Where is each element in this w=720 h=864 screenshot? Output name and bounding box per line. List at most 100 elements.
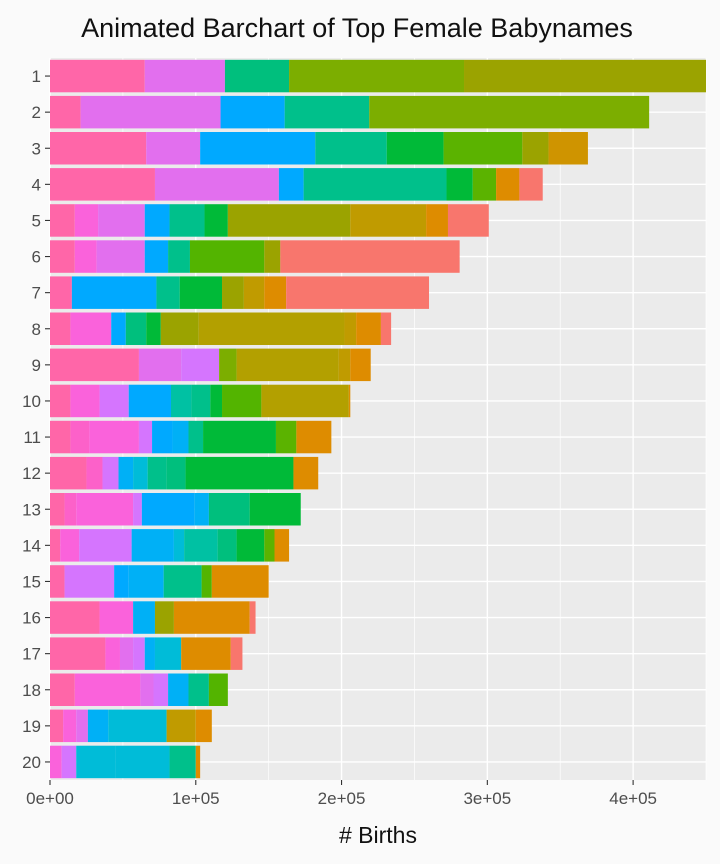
bar-segment — [264, 240, 281, 273]
bar-segment — [264, 529, 275, 562]
bar-segment — [204, 204, 228, 237]
y-tick-label: 4 — [32, 175, 41, 194]
bar-segment — [296, 420, 332, 454]
bar-segment — [146, 132, 201, 165]
y-tick-label: 20 — [22, 753, 41, 772]
bar-segment — [87, 709, 109, 743]
bar-segment — [350, 204, 427, 237]
bar-segment — [264, 276, 287, 309]
bar-rank-19 — [50, 709, 212, 743]
bar-segment — [98, 204, 145, 237]
bar-segment — [50, 312, 71, 345]
bar-segment — [141, 493, 195, 526]
bar-rank-9 — [50, 348, 371, 382]
bar-segment — [194, 493, 209, 526]
bar-rank-6 — [50, 240, 460, 273]
bar-segment — [144, 59, 225, 93]
x-axis-tick-labels: 0e+00 1e+05 2e+05 3e+05 4e+05 — [26, 780, 657, 808]
bar-segment — [128, 384, 171, 418]
bar-segment — [275, 420, 297, 454]
x-tick-label: 2e+05 — [318, 789, 366, 808]
bar-rank-18 — [50, 673, 228, 706]
bar-segment — [128, 565, 164, 598]
bar-segment — [79, 529, 132, 562]
bar-segment — [338, 348, 351, 382]
y-tick-label: 17 — [22, 645, 41, 664]
bar-segment — [181, 348, 220, 382]
bar-segment — [74, 204, 99, 237]
y-tick-label: 15 — [22, 572, 41, 591]
bar-segment — [64, 493, 77, 526]
bar-segment — [153, 673, 169, 706]
bar-rank-11 — [50, 420, 332, 454]
chart-title: Animated Barchart of Top Female Babyname… — [81, 13, 633, 43]
bar-segment — [386, 132, 444, 165]
bar-segment — [166, 456, 186, 490]
bar-segment — [168, 240, 190, 273]
bar-segment — [289, 59, 465, 93]
y-tick-label: 1 — [32, 67, 41, 86]
bar-rank-12 — [50, 456, 319, 490]
bar-segment — [195, 745, 201, 779]
bar-segment — [114, 565, 129, 598]
y-tick-label: 11 — [23, 428, 41, 447]
bar-segment — [156, 276, 180, 309]
bar-segment — [211, 565, 269, 598]
bar-segment — [184, 529, 218, 562]
x-tick-label: 0e+00 — [26, 789, 74, 808]
x-axis-label: # Births — [339, 822, 417, 848]
bar-segment — [63, 709, 77, 743]
bar-rank-16 — [50, 601, 256, 634]
bar-segment — [133, 637, 145, 670]
bar-segment — [50, 673, 75, 706]
bar-segment — [443, 132, 523, 165]
y-tick-label: 7 — [32, 284, 41, 303]
bar-segment — [70, 420, 90, 454]
bar-segment — [348, 384, 351, 418]
y-tick-label: 12 — [22, 464, 41, 483]
bar-segment — [519, 168, 543, 201]
bar-segment — [108, 709, 167, 743]
bar-segment — [227, 204, 351, 237]
bar-segment — [96, 240, 145, 273]
bar-segment — [105, 637, 120, 670]
bar-segment — [303, 168, 447, 201]
bar-rank-7 — [50, 276, 430, 309]
bar-segment — [243, 276, 265, 309]
bar-segment — [61, 745, 77, 779]
bar-rank-3 — [50, 132, 588, 165]
bar-rank-4 — [50, 168, 543, 201]
bar-segment — [50, 601, 100, 634]
bar-segment — [50, 168, 155, 201]
bar-segment — [220, 95, 285, 129]
y-tick-label: 2 — [32, 103, 41, 122]
bar-segment — [284, 95, 370, 129]
bar-segment — [50, 95, 81, 129]
bar-segment — [179, 276, 223, 309]
bar-rank-17 — [50, 637, 243, 670]
bar-segment — [71, 276, 157, 309]
bar-segment — [50, 59, 145, 93]
bar-segment — [163, 565, 202, 598]
bar-segment — [170, 384, 192, 418]
bar-segment — [189, 240, 265, 273]
bar-segment — [147, 456, 167, 490]
bar-segment — [464, 59, 706, 93]
bar-segment — [50, 637, 106, 670]
bar-segment — [447, 204, 489, 237]
bar-rank-15 — [50, 565, 269, 598]
bar-segment — [50, 276, 72, 309]
bar-segment — [138, 420, 153, 454]
bar-segment — [293, 456, 319, 490]
bar-segment — [50, 709, 64, 743]
bar-segment — [50, 493, 65, 526]
bar-segment — [138, 348, 182, 382]
y-tick-label: 8 — [32, 320, 41, 339]
bar-segment — [236, 348, 339, 382]
y-tick-label: 19 — [22, 717, 41, 736]
bar-segment — [111, 312, 126, 345]
bar-segment — [144, 204, 170, 237]
bar-segment — [224, 59, 290, 93]
bar-segment — [154, 601, 174, 634]
